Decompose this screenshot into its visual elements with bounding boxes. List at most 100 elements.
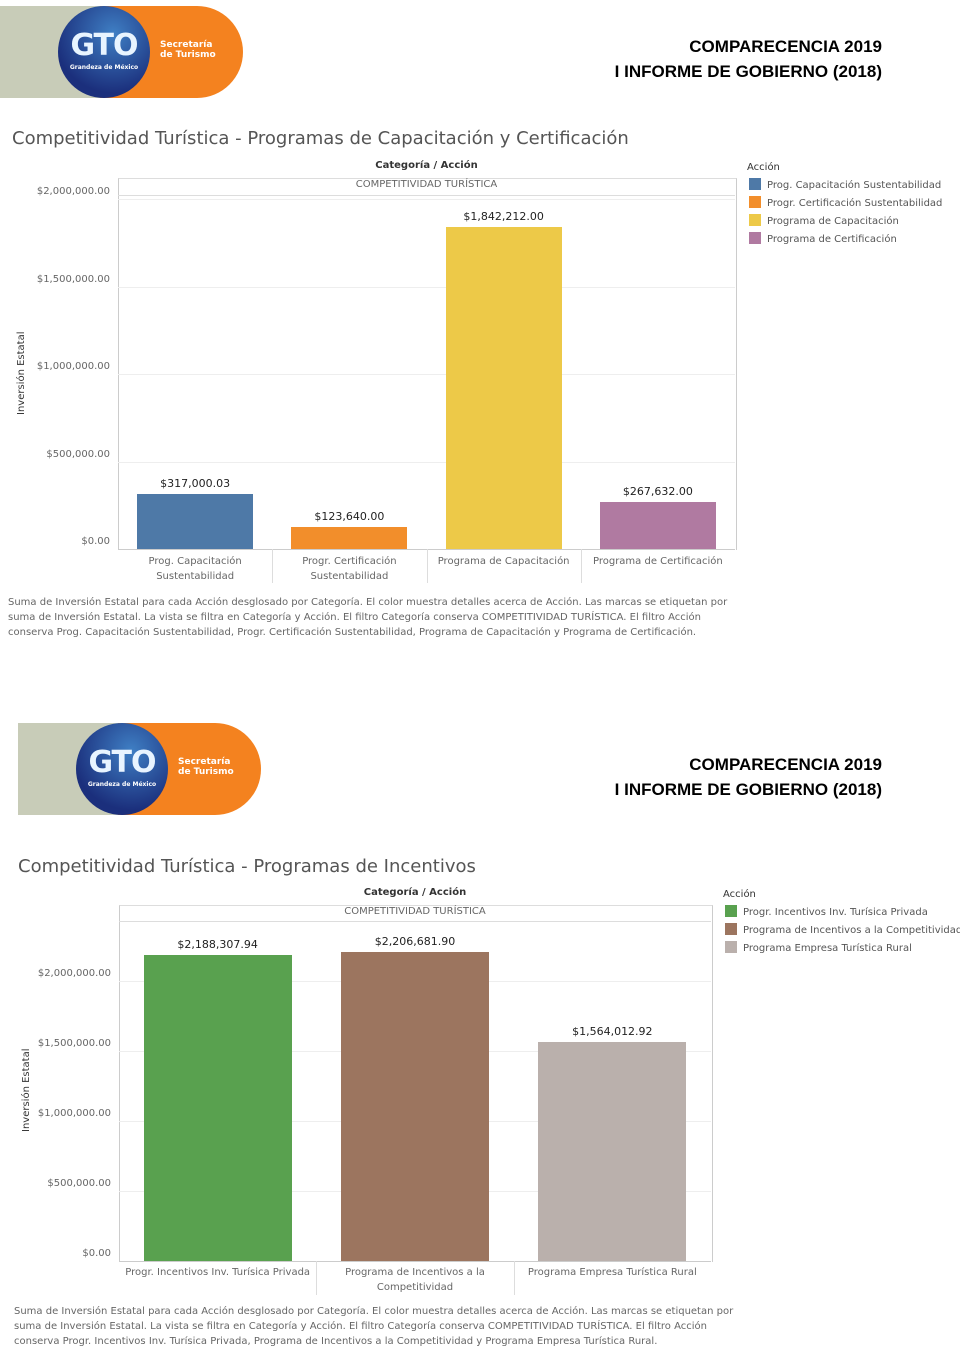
column-divider	[272, 549, 274, 583]
bar-3[interactable]	[445, 226, 562, 549]
legend-swatch	[725, 923, 737, 935]
data-label: $2,206,681.90	[374, 935, 456, 949]
category-label: Programa de Certificación	[592, 556, 723, 567]
plot-frame	[118, 178, 737, 550]
chart-title: Competitividad Turística - Programas de …	[18, 856, 476, 877]
report-header: COMPARECENCIA 2019 I INFORME DE GOBIERNO…	[615, 34, 882, 84]
column-divider	[513, 1261, 515, 1295]
legend-label: Progr. Certificación Sustentabilidad	[767, 198, 943, 209]
gridline	[118, 461, 735, 463]
legend-swatch	[749, 178, 761, 190]
category-label: Programa de Capacitación	[437, 556, 570, 567]
legend-swatch	[749, 196, 761, 208]
bar-1[interactable]	[137, 493, 254, 549]
legend-label: Programa Empresa Turística Rural	[743, 943, 912, 954]
chart-caption: Suma de Inversión Estatal para cada Acci…	[8, 597, 728, 638]
logo-org-line: Secretaría	[160, 40, 213, 50]
logo-badge: GTO	[70, 28, 138, 63]
chart-caption: Suma de Inversión Estatal para cada Acci…	[14, 1306, 734, 1347]
logo-org: Secretaría de Turismo	[160, 40, 216, 60]
y-tick-label: $2,000,000.00	[37, 968, 111, 979]
y-tick-label: $1,000,000.00	[36, 361, 110, 372]
logo-org-line: de Turismo	[178, 767, 234, 777]
category-header: COMPETITIVIDAD TURÍSTICA	[355, 179, 498, 190]
data-label: $2,188,307.94	[177, 937, 258, 951]
chart-title: Competitividad Turística - Programas de …	[12, 128, 629, 149]
data-label: $1,842,212.00	[463, 209, 544, 223]
legend-title: Acción	[723, 889, 756, 900]
header-divider	[118, 195, 735, 196]
bar-3[interactable]	[538, 1042, 687, 1261]
legend-item[interactable]: Programa de Incentivos a la Competitivid…	[725, 923, 960, 936]
header-line: COMPARECENCIA 2019	[689, 37, 882, 56]
y-tick-label: $0.00	[81, 536, 110, 547]
legend-label: Programa de Capacitación	[767, 216, 899, 227]
report-header: COMPARECENCIA 2019 I INFORME DE GOBIERNO…	[615, 752, 882, 802]
header-divider	[119, 921, 711, 922]
legend-item[interactable]: Prog. Capacitación Sustentabilidad	[749, 178, 941, 191]
legend-label: Programa de Certificación	[767, 234, 897, 245]
logo-org-line: Secretaría	[178, 757, 231, 767]
y-tick-label: $1,500,000.00	[37, 1038, 111, 1049]
bar-2[interactable]	[291, 527, 408, 549]
data-label: $123,640.00	[314, 510, 385, 524]
header-line: I INFORME DE GOBIERNO (2018)	[614, 62, 882, 81]
logo-org-line: de Turismo	[160, 50, 216, 60]
column-divider	[580, 549, 582, 583]
gridline	[118, 374, 735, 375]
logo: GTO Grandeza de México Secretaría de Turi…	[0, 6, 243, 98]
category-label: Prog. Capacitación Sustentabilidad	[148, 556, 242, 582]
y-axis-label: Inversión Estatal	[16, 331, 27, 416]
bar-4[interactable]	[599, 502, 716, 549]
data-label: $267,632.00	[622, 485, 693, 499]
column-divider	[426, 549, 428, 583]
x-axis-line	[119, 1261, 711, 1262]
gridline	[118, 199, 735, 200]
category-label: Programa de Incentivos a la Competitivid…	[345, 1267, 485, 1293]
gridline	[118, 286, 735, 288]
y-tick-label: $2,000,000.00	[36, 186, 110, 197]
y-tick-label: $0.00	[82, 1248, 111, 1259]
data-label: $1,564,012.92	[572, 1025, 653, 1039]
logo: GTO Grandeza de México Secretaría de Turi…	[18, 723, 261, 815]
column-divider	[316, 1261, 318, 1295]
legend-swatch	[725, 941, 737, 953]
header-line: I INFORME DE GOBIERNO (2018)	[614, 780, 882, 799]
legend-item[interactable]: Programa Empresa Turística Rural	[725, 941, 912, 954]
y-axis-label: Inversión Estatal	[21, 1048, 32, 1133]
legend-swatch	[749, 214, 761, 226]
y-tick-label: $500,000.00	[46, 448, 110, 460]
logo-badge: GTO	[88, 745, 156, 780]
bar-1[interactable]	[143, 954, 292, 1261]
column-header: Categoría / Acción	[363, 887, 467, 898]
legend-item[interactable]: Programa de Certificación	[749, 232, 897, 245]
category-label: Programa Empresa Turística Rural	[527, 1267, 697, 1278]
gto-emblem: GTO Grandeza de México	[76, 723, 168, 815]
column-header: Categoría / Acción	[375, 160, 478, 171]
legend-swatch	[725, 905, 737, 917]
header-line: COMPARECENCIA 2019	[689, 755, 882, 774]
legend-item[interactable]: Programa de Capacitación	[749, 214, 899, 227]
plot-frame	[119, 905, 713, 1262]
legend-label: Prog. Capacitación Sustentabilidad	[767, 180, 942, 191]
y-tick-label: $500,000.00	[47, 1178, 111, 1189]
legend-item[interactable]: Progr. Certificación Sustentabilidad	[749, 196, 942, 209]
legend-title: Acción	[747, 162, 780, 173]
y-tick-label: $1,000,000.00	[37, 1108, 111, 1119]
category-label: Progr. Incentivos Inv. Turísica Privada	[125, 1267, 311, 1278]
category-label: Progr. Certificación Sustentabilidad	[302, 556, 397, 582]
logo-tagline: Grandeza de México	[69, 64, 139, 71]
legend-label: Progr. Incentivos Inv. Turísica Privada	[743, 907, 928, 918]
logo-tagline: Grandeza de México	[87, 781, 157, 788]
legend-swatch	[749, 232, 761, 244]
data-label: $317,000.03	[160, 476, 231, 490]
legend-label: Programa de Incentivos a la Competitivid…	[743, 925, 960, 936]
gto-emblem: GTO Grandeza de México	[58, 6, 150, 98]
bar-2[interactable]	[341, 952, 489, 1261]
legend-item[interactable]: Progr. Incentivos Inv. Turísica Privada	[725, 905, 928, 918]
category-header: COMPETITIVIDAD TURÍSTICA	[344, 906, 486, 917]
y-tick-label: $1,500,000.00	[36, 273, 110, 285]
logo-org: Secretaría de Turismo	[178, 757, 234, 777]
